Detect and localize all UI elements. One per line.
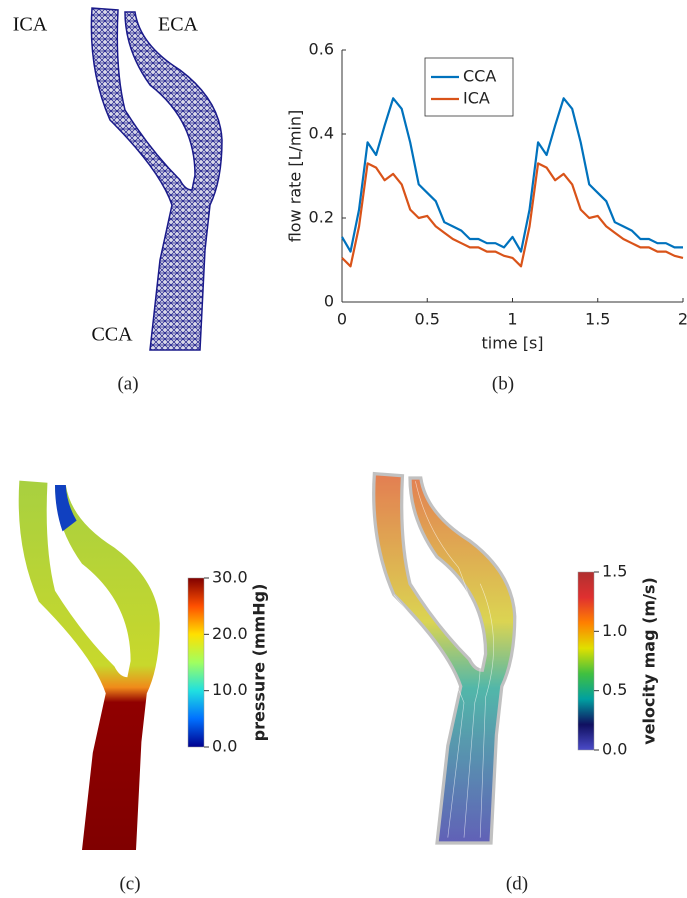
eca-inlet <box>55 484 77 532</box>
colorbar-tick-label: 1.5 <box>602 562 627 581</box>
caption: (c) <box>119 873 140 894</box>
caption: (d) <box>506 873 528 894</box>
x-tick-label: 0.5 <box>415 310 440 329</box>
y-tick-label: 0.2 <box>309 208 334 227</box>
panel-b: (b) 0 0.5 1 1.5 2 0 0.2 0.4 0.6 time [s] flow rate… <box>286 40 687 395</box>
colorbar-tick-label: 10.0 <box>212 680 248 699</box>
colorbar-title: velocity mag (m/s) <box>640 577 659 745</box>
panel-d: (d) <box>372 472 528 894</box>
caption: (b) <box>492 373 514 394</box>
mesh-vessel <box>90 7 223 351</box>
colorbar-tick-label: 20.0 <box>212 624 248 643</box>
series-line <box>341 97 683 253</box>
panel-c: (c) <box>18 480 160 894</box>
caption: (a) <box>117 373 138 394</box>
x-axis-label: time [s] <box>481 334 543 353</box>
streamlines <box>393 481 494 838</box>
y-axis-label: flow rate [L/min] <box>286 110 305 243</box>
y-tick-label: 0.4 <box>309 124 334 143</box>
label: ECA <box>158 14 199 36</box>
pressure-vessel <box>18 480 160 850</box>
streamline-vessel <box>372 472 517 845</box>
y-tick-label: 0.6 <box>309 40 334 59</box>
colorbar-tick-label: 0.0 <box>602 740 627 759</box>
legend-box <box>424 57 514 117</box>
colorbar-title: pressure (mmHg) <box>250 584 269 742</box>
legend-label: CCA <box>463 67 496 86</box>
colorbar <box>577 571 595 751</box>
panel-a: ICA ECA CCA (a) <box>13 7 223 394</box>
x-tick-label: 2 <box>678 310 687 329</box>
series-line <box>341 162 684 268</box>
colorbar-tick-label: 30.0 <box>212 568 248 587</box>
label: ICA <box>13 14 48 36</box>
legend-label: ICA <box>463 89 490 108</box>
label: CCA <box>91 324 133 346</box>
colorbar-tick-label: 1.0 <box>602 621 627 640</box>
colorbar-tick-label: 0.0 <box>212 737 237 756</box>
x-tick-label: 1.5 <box>585 310 610 329</box>
colorbar <box>187 577 205 748</box>
colorbar-tick-label: 0.5 <box>602 680 627 699</box>
x-tick-label: 0 <box>337 310 347 329</box>
y-tick-label: 0 <box>324 292 334 311</box>
x-tick-label: 1 <box>507 310 517 329</box>
